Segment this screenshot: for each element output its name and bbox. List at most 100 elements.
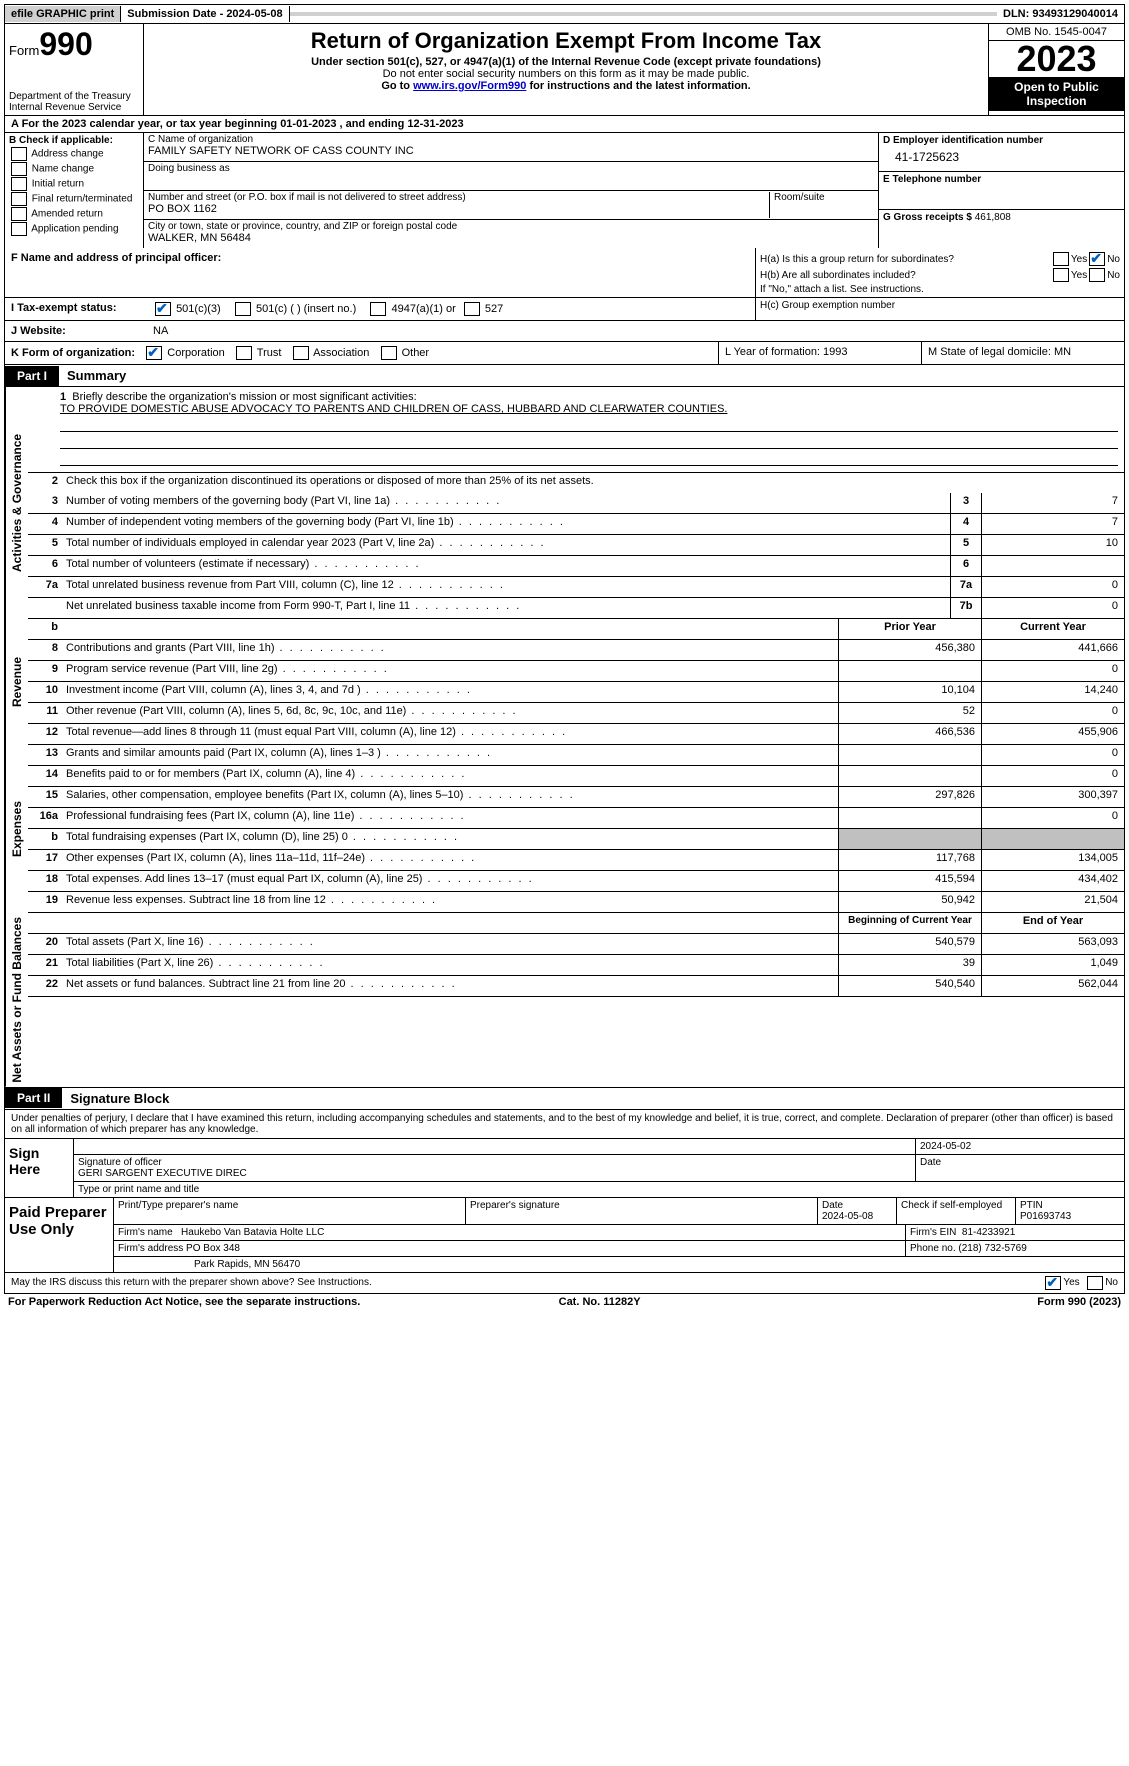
gov-row: 6 Total number of volunteers (estimate i… — [28, 556, 1124, 577]
firm-ein: 81-4233921 — [962, 1227, 1015, 1238]
q2-label: Check this box if the organization disco… — [62, 473, 1124, 493]
data-row: 19 Revenue less expenses. Subtract line … — [28, 892, 1124, 913]
org-name-label: C Name of organization — [148, 134, 874, 145]
tax-exempt-label: I Tax-exempt status: — [5, 298, 147, 320]
section-f-h: F Name and address of principal officer:… — [4, 248, 1125, 298]
cb-ha-no[interactable] — [1089, 252, 1105, 266]
street-label: Number and street (or P.O. box if mail i… — [148, 192, 769, 203]
cb-app-pending[interactable] — [11, 222, 27, 236]
data-row: 11 Other revenue (Part VIII, column (A),… — [28, 703, 1124, 724]
paid-preparer-block: Paid Preparer Use Only Print/Type prepar… — [4, 1198, 1125, 1273]
section-expenses: Expenses 13 Grants and similar amounts p… — [4, 745, 1125, 913]
cb-assoc[interactable] — [293, 346, 309, 360]
section-f-label: F Name and address of principal officer: — [11, 252, 749, 264]
hdr-beg: Beginning of Current Year — [838, 913, 981, 933]
prep-date: 2024-05-08 — [822, 1211, 873, 1222]
form-subtitle-1: Under section 501(c), 527, or 4947(a)(1)… — [150, 56, 982, 68]
ptin: P01693743 — [1020, 1211, 1071, 1222]
section-governance: Activities & Governance 1 Briefly descri… — [4, 387, 1125, 619]
cb-501c3[interactable] — [155, 302, 171, 316]
ein-label: D Employer identification number — [883, 135, 1120, 146]
hdr-end: End of Year — [981, 913, 1124, 933]
data-row: 8 Contributions and grants (Part VIII, l… — [28, 640, 1124, 661]
line-a: A For the 2023 calendar year, or tax yea… — [4, 116, 1125, 133]
cb-final-return[interactable] — [11, 192, 27, 206]
gov-row: 3 Number of voting members of the govern… — [28, 493, 1124, 514]
data-row: 14 Benefits paid to or for members (Part… — [28, 766, 1124, 787]
officer-name: GERI SARGENT EXECUTIVE DIREC — [78, 1168, 247, 1179]
irs-link[interactable]: www.irs.gov/Form990 — [413, 80, 526, 92]
phone-label: E Telephone number — [883, 174, 1120, 185]
gov-row: 7a Total unrelated business revenue from… — [28, 577, 1124, 598]
section-l: L Year of formation: 1993 — [718, 342, 921, 364]
part1-header: Part I Summary — [4, 365, 1125, 387]
form-subtitle-2: Do not enter social security numbers on … — [150, 68, 982, 80]
firm-addr2: Park Rapids, MN 56470 — [114, 1257, 1124, 1272]
cb-initial-return[interactable] — [11, 177, 27, 191]
data-row: 12 Total revenue—add lines 8 through 11 … — [28, 724, 1124, 745]
section-j: J Website: NA — [4, 321, 1125, 342]
ein-value: 41-1725623 — [883, 146, 1120, 164]
room-label: Room/suite — [774, 192, 874, 203]
section-b-title: B Check if applicable: — [9, 135, 139, 146]
cb-discuss-no[interactable] — [1087, 1276, 1103, 1290]
data-row: 9 Program service revenue (Part VIII, li… — [28, 661, 1124, 682]
hdr-prior: Prior Year — [838, 619, 981, 639]
page-footer: For Paperwork Reduction Act Notice, see … — [4, 1294, 1125, 1310]
sign-here-block: Sign Here 2024-05-02 Signature of office… — [4, 1139, 1125, 1198]
cb-hb-yes[interactable] — [1053, 268, 1069, 282]
cb-discuss-yes[interactable] — [1045, 1276, 1061, 1290]
org-name: FAMILY SAFETY NETWORK OF CASS COUNTY INC — [148, 145, 874, 157]
gov-row: Net unrelated business taxable income fr… — [28, 598, 1124, 619]
form-number: 990 — [39, 26, 92, 62]
submission-date: Submission Date - 2024-05-08 — [121, 6, 289, 22]
inspection-label: Open to Public Inspection — [989, 77, 1124, 111]
cb-address-change[interactable] — [11, 147, 27, 161]
section-net-assets: Net Assets or Fund Balances Beginning of… — [4, 913, 1125, 1088]
gov-row: 5 Total number of individuals employed i… — [28, 535, 1124, 556]
side-revenue: Revenue — [5, 619, 28, 745]
firm-phone: (218) 732-5769 — [958, 1243, 1026, 1254]
hb-note: If "No," attach a list. See instructions… — [760, 284, 1120, 295]
data-row: 20 Total assets (Part X, line 16) 540,57… — [28, 934, 1124, 955]
side-expenses: Expenses — [5, 745, 28, 913]
q1-label: Briefly describe the organization's miss… — [72, 391, 416, 403]
gross-value: 461,808 — [975, 212, 1011, 223]
section-k-l-m: K Form of organization: Corporation Trus… — [4, 342, 1125, 365]
hb-label: H(b) Are all subordinates included? — [760, 270, 1051, 281]
cb-corp[interactable] — [146, 346, 162, 360]
dln: DLN: 93493129040014 — [997, 6, 1124, 22]
city-label: City or town, state or province, country… — [148, 221, 874, 232]
cb-name-change[interactable] — [11, 162, 27, 176]
data-row: 13 Grants and similar amounts paid (Part… — [28, 745, 1124, 766]
form-header: Form990 Department of the Treasury Inter… — [4, 24, 1125, 116]
data-row: b Total fundraising expenses (Part IX, c… — [28, 829, 1124, 850]
form-label: Form — [9, 43, 39, 58]
discuss-row: May the IRS discuss this return with the… — [4, 1273, 1125, 1294]
dept-label: Department of the Treasury Internal Reve… — [9, 91, 139, 113]
top-bar: efile GRAPHIC print Submission Date - 20… — [4, 4, 1125, 24]
cb-4947[interactable] — [370, 302, 386, 316]
website-value: NA — [147, 321, 1124, 341]
efile-label: efile GRAPHIC print — [5, 6, 121, 22]
data-row: 17 Other expenses (Part IX, column (A), … — [28, 850, 1124, 871]
part2-header: Part II Signature Block — [4, 1088, 1125, 1110]
data-row: 10 Investment income (Part VIII, column … — [28, 682, 1124, 703]
city-value: WALKER, MN 56484 — [148, 232, 874, 244]
cb-amended[interactable] — [11, 207, 27, 221]
cb-501c[interactable] — [235, 302, 251, 316]
side-net: Net Assets or Fund Balances — [5, 913, 28, 1087]
cb-527[interactable] — [464, 302, 480, 316]
side-governance: Activities & Governance — [5, 387, 28, 619]
section-i: I Tax-exempt status: 501(c)(3) 501(c) ( … — [4, 298, 1125, 321]
cb-hb-no[interactable] — [1089, 268, 1105, 282]
section-m: M State of legal domicile: MN — [921, 342, 1124, 364]
cb-trust[interactable] — [236, 346, 252, 360]
street-value: PO BOX 1162 — [148, 203, 769, 215]
cb-ha-yes[interactable] — [1053, 252, 1069, 266]
cb-other[interactable] — [381, 346, 397, 360]
data-row: 22 Net assets or fund balances. Subtract… — [28, 976, 1124, 997]
data-row: 15 Salaries, other compensation, employe… — [28, 787, 1124, 808]
dba-label: Doing business as — [148, 163, 874, 174]
gov-row: 4 Number of independent voting members o… — [28, 514, 1124, 535]
